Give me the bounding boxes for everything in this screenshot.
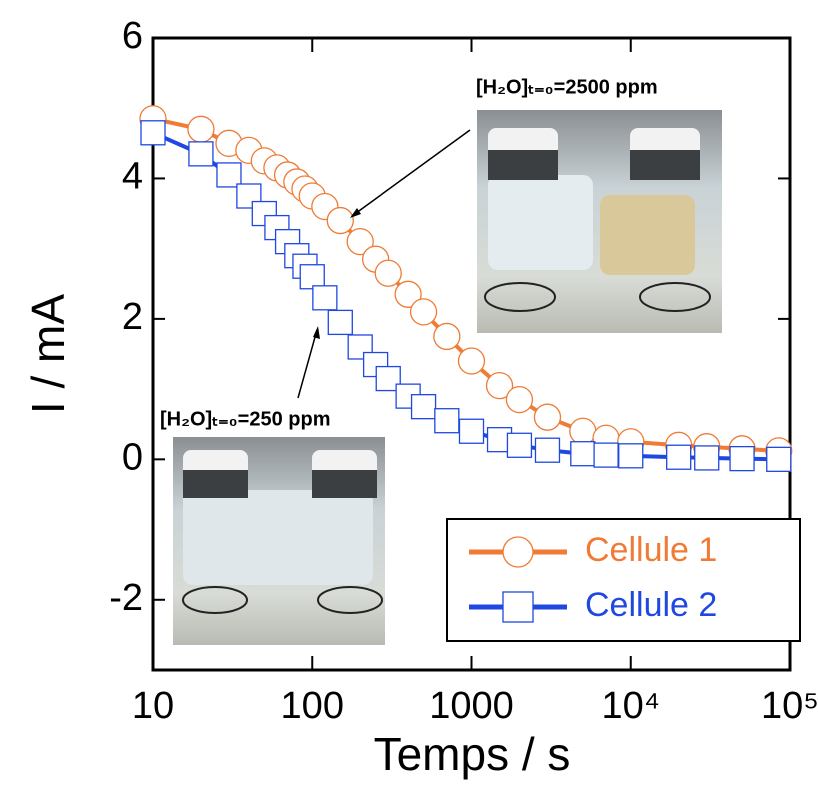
y-tick-label: 2 bbox=[122, 296, 143, 338]
x-tick-label: 1000 bbox=[429, 685, 514, 727]
marker bbox=[394, 280, 422, 308]
arrow-head bbox=[313, 326, 320, 339]
y-axis-title: I / mA bbox=[22, 294, 74, 414]
legend-label: Cellule 1 bbox=[585, 531, 717, 569]
marker bbox=[666, 444, 692, 470]
marker bbox=[327, 309, 353, 336]
marker bbox=[457, 347, 486, 375]
marker bbox=[299, 264, 325, 290]
marker bbox=[346, 227, 374, 256]
arrow-head bbox=[350, 208, 361, 218]
legend-marker bbox=[502, 536, 534, 568]
marker bbox=[534, 437, 561, 463]
marker bbox=[505, 385, 534, 414]
marker bbox=[188, 141, 214, 167]
x-tick-label: 100 bbox=[281, 685, 344, 727]
marker bbox=[410, 394, 437, 420]
marker bbox=[374, 259, 402, 287]
marker bbox=[593, 442, 619, 468]
annotation: [H₂O]ₜ₌₀=250 ppm bbox=[160, 408, 331, 430]
marker bbox=[458, 418, 485, 444]
legend-label: Cellule 2 bbox=[585, 586, 717, 624]
y-tick-label: 4 bbox=[122, 155, 143, 197]
x-axis-title: Temps / s bbox=[374, 728, 571, 780]
arrow bbox=[297, 329, 318, 399]
photo-inset bbox=[173, 437, 385, 645]
marker bbox=[570, 441, 596, 467]
x-tick-label: 10⁴ bbox=[601, 685, 660, 727]
annotation: [H₂O]ₜ₌₀=2500 ppm bbox=[476, 76, 658, 98]
marker bbox=[433, 322, 461, 351]
y-tick-label: 0 bbox=[122, 436, 143, 478]
photo-inset bbox=[477, 110, 722, 333]
y-tick-label: -2 bbox=[109, 577, 143, 619]
x-tick-label: 10 bbox=[132, 685, 174, 727]
marker bbox=[533, 403, 562, 431]
marker bbox=[729, 445, 755, 472]
marker bbox=[506, 432, 533, 458]
marker bbox=[312, 285, 338, 311]
arrow bbox=[351, 129, 471, 217]
marker bbox=[216, 162, 242, 188]
marker bbox=[694, 445, 720, 471]
marker bbox=[485, 371, 514, 400]
x-tick-label: 10⁵ bbox=[761, 685, 818, 727]
marker bbox=[766, 446, 792, 472]
legend-marker bbox=[502, 591, 534, 623]
y-tick-label: 6 bbox=[122, 15, 143, 57]
marker bbox=[187, 115, 215, 143]
marker bbox=[409, 298, 438, 326]
marker bbox=[569, 417, 597, 445]
marker bbox=[375, 365, 401, 392]
marker bbox=[140, 120, 166, 146]
marker bbox=[618, 443, 644, 469]
marker bbox=[434, 408, 460, 434]
marker bbox=[326, 206, 354, 235]
